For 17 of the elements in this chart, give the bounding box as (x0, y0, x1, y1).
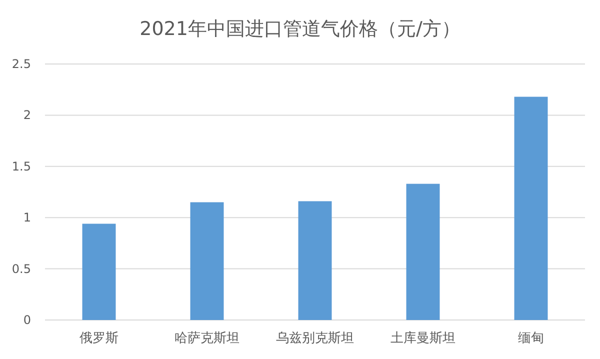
y-tick-label: 1.5 (12, 159, 31, 174)
bar (82, 224, 116, 320)
y-tick-label: 2.5 (12, 57, 31, 71)
y-tick-label: 1 (23, 210, 31, 225)
x-tick-label: 哈萨克斯坦 (174, 331, 240, 346)
bar (514, 96, 548, 320)
x-tick-label: 缅甸 (518, 331, 544, 346)
x-tick-label: 俄罗斯 (80, 331, 118, 346)
chart-title: 2021年中国进口管道气价格（元/方） (140, 18, 460, 40)
x-tick-label: 土库曼斯坦 (390, 331, 456, 346)
bar (406, 184, 440, 320)
y-tick-label: 0.5 (12, 262, 31, 276)
x-tick-label: 乌兹别克斯坦 (276, 331, 354, 346)
bar (298, 201, 332, 320)
y-tick-label: 2 (23, 108, 31, 122)
bar (190, 202, 224, 320)
y-tick-label: 0 (23, 313, 31, 327)
